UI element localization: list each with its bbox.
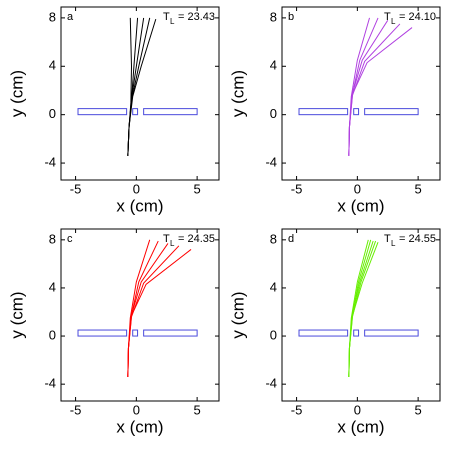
annotation-value: = 24.55 <box>399 233 436 245</box>
trajectory <box>127 245 180 377</box>
x-tick-label: -5 <box>70 402 82 417</box>
panel: -5 0 5 -4 0 4 8 x (cm) y (cm) c T L = 24.35 <box>7 228 220 436</box>
y-tick-label: 4 <box>49 58 56 73</box>
x-tick-label: 0 <box>133 181 140 196</box>
annotation-subscript: L <box>170 239 175 248</box>
panel: -5 0 5 -4 0 4 8 x (cm) y (cm) b T L = 24.10 <box>228 6 441 215</box>
plate <box>77 108 128 116</box>
plate <box>132 108 139 116</box>
y-tick-label: 0 <box>270 106 277 121</box>
trajectory <box>127 239 151 377</box>
x-axis-label: x (cm) <box>116 196 163 215</box>
y-tick-label: -4 <box>265 155 277 170</box>
annotation-subscript: L <box>391 17 396 26</box>
y-tick-label: 0 <box>270 327 277 342</box>
panel-label: b <box>288 11 294 23</box>
x-tick-label: -5 <box>291 181 303 196</box>
x-axis-label: x (cm) <box>337 196 384 215</box>
annotation-symbol: T <box>384 233 391 245</box>
y-tick-label: 0 <box>49 106 56 121</box>
annotation-value: = 24.35 <box>178 233 215 245</box>
y-tick-label: -4 <box>44 155 56 170</box>
y-tick-label: 4 <box>270 279 277 294</box>
x-tick-label: 0 <box>354 181 361 196</box>
x-tick-label: 5 <box>415 181 422 196</box>
trajectory <box>348 239 372 377</box>
trajectory <box>127 18 157 156</box>
panel-label: d <box>288 233 294 245</box>
y-tick-label: 8 <box>270 231 277 246</box>
plate <box>298 108 349 116</box>
annotation-value: = 23.43 <box>178 11 215 23</box>
plate <box>353 108 360 116</box>
plate <box>364 108 419 116</box>
y-tick-label: 4 <box>270 58 277 73</box>
panel-label: c <box>67 233 73 245</box>
x-tick-label: 5 <box>194 181 201 196</box>
annotation-subscript: L <box>170 17 175 26</box>
x-tick-label: 5 <box>194 402 201 417</box>
plate <box>143 108 198 116</box>
plate <box>132 329 139 337</box>
trajectory <box>348 239 369 377</box>
plate <box>364 329 419 337</box>
y-axis-label: y (cm) <box>7 70 26 117</box>
trajectory <box>127 17 139 156</box>
trajectory <box>348 242 379 377</box>
x-axis-label: x (cm) <box>116 417 163 436</box>
annotation-subscript: L <box>391 239 396 248</box>
x-axis-label: x (cm) <box>337 417 384 436</box>
y-tick-label: 8 <box>49 9 56 24</box>
y-axis-label: y (cm) <box>228 291 247 338</box>
x-tick-label: -5 <box>70 181 82 196</box>
plate <box>77 329 128 337</box>
panel: -5 0 5 -4 0 4 8 x (cm) y (cm) d T L = 24.55 <box>228 228 441 436</box>
x-tick-label: 0 <box>133 402 140 417</box>
annotation-value: = 24.10 <box>399 11 436 23</box>
plate <box>143 329 198 337</box>
axes-frame <box>281 6 441 181</box>
trajectory <box>348 27 413 156</box>
panel-label: a <box>67 11 74 23</box>
annotation-symbol: T <box>163 233 170 245</box>
y-axis-label: y (cm) <box>228 70 247 117</box>
x-tick-label: -5 <box>291 402 303 417</box>
x-tick-label: 0 <box>354 402 361 417</box>
trajectory <box>127 249 192 377</box>
panel: -5 0 5 -4 0 4 8 x (cm) y (cm) a T L = 23.43 <box>7 6 220 215</box>
y-tick-label: 0 <box>49 327 56 342</box>
y-tick-label: 8 <box>270 9 277 24</box>
axes-frame <box>60 228 220 402</box>
y-tick-label: -4 <box>265 376 277 391</box>
x-tick-label: 5 <box>415 402 422 417</box>
plate <box>298 329 349 337</box>
y-tick-label: 4 <box>49 279 56 294</box>
axes-frame <box>60 6 220 181</box>
annotation-symbol: T <box>163 11 170 23</box>
y-axis-label: y (cm) <box>7 291 26 338</box>
axes-frame <box>281 228 441 402</box>
trajectory <box>348 23 401 156</box>
y-tick-label: 8 <box>49 231 56 246</box>
y-tick-label: -4 <box>44 376 56 391</box>
annotation-symbol: T <box>384 11 391 23</box>
plate <box>353 329 360 337</box>
trajectory <box>348 17 370 156</box>
